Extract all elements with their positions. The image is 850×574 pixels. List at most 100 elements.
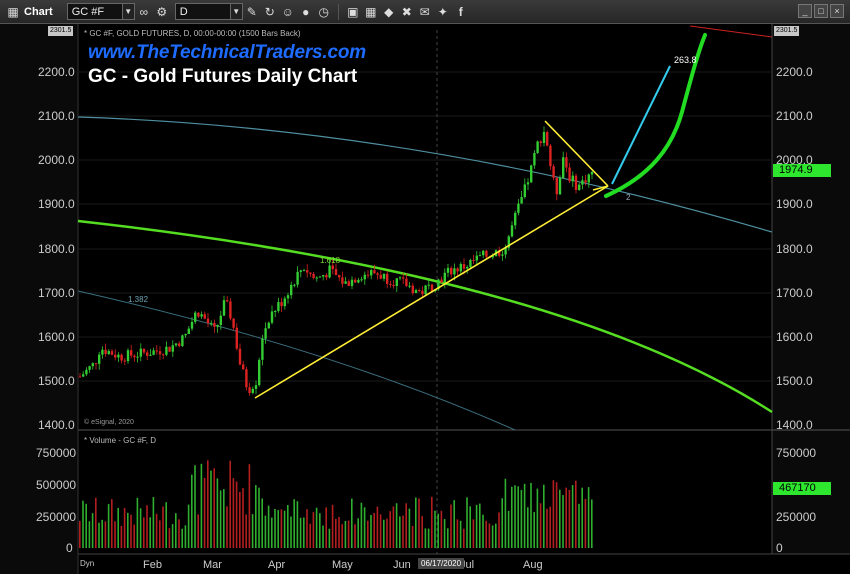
volume-bar (155, 513, 158, 548)
chart-menu[interactable]: ▦ Chart (4, 3, 63, 21)
candle-body (571, 175, 574, 182)
volume-bar (504, 478, 507, 548)
volume-bar (335, 518, 337, 548)
volume-bar (101, 519, 103, 548)
user-icon[interactable]: ● (302, 4, 310, 19)
volume-bar (427, 528, 430, 548)
fib-1382-label: 1.382 (128, 295, 149, 304)
candle-body (446, 267, 450, 273)
candle-body (574, 175, 578, 190)
volume-bar (501, 498, 503, 548)
candle-body (290, 284, 293, 296)
twitter-icon[interactable]: ✦ (437, 4, 448, 19)
candle-body (114, 354, 117, 358)
candle-body (126, 350, 130, 362)
volume-bar (325, 507, 327, 548)
candle-body (562, 157, 565, 178)
candle-body (302, 270, 306, 272)
volume-bar (559, 489, 561, 548)
candle-body (280, 302, 283, 307)
candle-body (101, 349, 104, 355)
save-icon[interactable]: ▣ (347, 4, 359, 19)
volume-bar (469, 506, 471, 548)
chat-icon[interactable]: ✉ (419, 4, 430, 19)
volume-bar (203, 477, 206, 548)
smile-icon[interactable]: ☺ (281, 4, 294, 19)
toolbar-divider (337, 3, 339, 20)
left-margin (0, 24, 78, 574)
delete-icon[interactable]: ✖ (401, 4, 412, 19)
volume-bar (383, 519, 385, 548)
volume-bar (178, 519, 180, 548)
volume-bar (296, 501, 299, 548)
right-volume-label: 750000 (776, 446, 817, 460)
lock-icon[interactable]: ◆ (384, 4, 394, 19)
candle-body (405, 278, 408, 286)
volume-bar (133, 524, 135, 548)
dyn-toggle[interactable]: Dyn (80, 559, 95, 568)
volume-bar (98, 522, 100, 548)
candle-body (411, 285, 414, 294)
volume-bar (523, 483, 526, 548)
facebook-icon[interactable]: f (458, 4, 463, 19)
left-volume-label: 500000 (36, 478, 77, 492)
interval-input[interactable] (174, 3, 231, 20)
candle-body (78, 376, 82, 378)
candle-body (306, 270, 309, 273)
volume-bar (581, 487, 583, 548)
link-icon[interactable]: ∞ (139, 4, 149, 19)
volume-bar (232, 478, 235, 548)
volume-bar (408, 508, 411, 548)
volume-bar (386, 518, 388, 548)
window-controls: _ □ × (798, 4, 844, 18)
cycle-icon[interactable]: ↻ (264, 4, 275, 19)
minimize-icon[interactable]: _ (798, 4, 812, 18)
left-volume-label: 250000 (36, 510, 77, 524)
candle-body (187, 328, 190, 335)
candle-body (309, 272, 312, 274)
green-projection-path (604, 33, 707, 198)
volume-bar (562, 495, 564, 548)
close-icon[interactable]: × (830, 4, 844, 18)
month-label: Aug (523, 559, 543, 571)
volume-bar (111, 499, 113, 548)
right-price-label: 1900.0 (776, 197, 813, 211)
left-volume-label: 0 (66, 541, 73, 555)
symbol-dropdown-icon[interactable]: ▼ (122, 3, 135, 20)
volume-bar (575, 480, 577, 548)
candle-body (91, 363, 94, 367)
candle-body (226, 300, 229, 302)
month-label: Apr (268, 559, 286, 571)
volume-bar (363, 507, 366, 548)
volume-bar (482, 514, 484, 548)
candle-body (232, 318, 235, 328)
volume-bar (210, 470, 212, 548)
candle-body (395, 278, 398, 286)
right-price-label: 1600.0 (776, 330, 813, 344)
volume-bar (149, 517, 151, 548)
candle-body (88, 366, 91, 370)
candle-body (245, 369, 248, 388)
volume-bar (280, 509, 283, 548)
clock-icon[interactable]: ◷ (318, 4, 329, 19)
symbol-input[interactable] (66, 3, 123, 20)
left-price-label: 1900.0 (38, 197, 75, 211)
interval-dropdown-icon[interactable]: ▼ (230, 3, 243, 20)
candle-body (328, 265, 331, 278)
candle-body (174, 343, 178, 346)
volume-bar (347, 520, 350, 548)
candle-body (373, 270, 376, 274)
settings-gear-icon[interactable]: ⚙ (156, 4, 168, 19)
grid-icon[interactable]: ▦ (365, 4, 377, 19)
pencil-icon[interactable]: ✎ (246, 4, 257, 19)
volume-bar (379, 514, 382, 548)
volume-bar (466, 497, 468, 548)
volume-bar (453, 500, 455, 548)
right-price-label: 1700.0 (776, 286, 813, 300)
restore-icon[interactable]: □ (814, 4, 828, 18)
candle-body (379, 274, 382, 279)
candle-body (344, 281, 347, 284)
volume-bar (543, 484, 545, 548)
candle-body (590, 171, 594, 175)
